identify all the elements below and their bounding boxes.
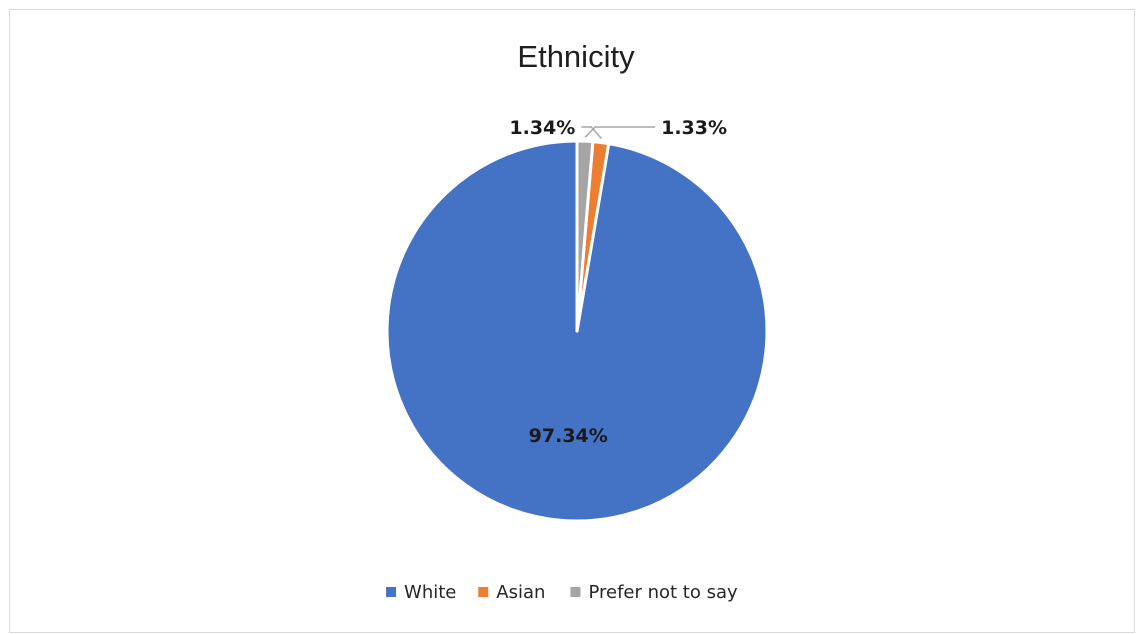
data-labels: 97.34% 1.34% 1.33% <box>509 117 727 447</box>
legend-item-white: White <box>386 582 456 603</box>
legend-swatch-prefer-not-to-say <box>570 587 581 597</box>
legend-item-asian: Asian <box>478 582 545 603</box>
legend-swatch-white <box>386 587 397 597</box>
data-label-prefer-not-to-say: 1.33% <box>661 117 727 139</box>
leader-lines <box>581 126 656 140</box>
pie-chart: Ethnicity 97.34% 1.34% 1.33% White Asian Pre… <box>385 39 769 603</box>
legend-label-prefer-not-to-say: Prefer not to say <box>588 582 738 603</box>
legend-label-asian: Asian <box>496 582 545 603</box>
data-label-white: 97.34% <box>529 425 608 447</box>
legend: White Asian Prefer not to say <box>386 582 738 603</box>
pie-slices <box>385 139 769 523</box>
chart-title: Ethnicity <box>517 39 635 74</box>
pie-slice-prefer-not-to-say <box>575 139 595 333</box>
chart-area: Ethnicity 97.34% 1.34% 1.33% White Asian Pre… <box>9 9 1135 633</box>
legend-item-prefer-not-to-say: Prefer not to say <box>570 582 738 603</box>
leader-line-prefer-not-to-say <box>584 126 656 138</box>
legend-label-white: White <box>404 582 456 603</box>
data-label-asian: 1.34% <box>509 117 575 139</box>
legend-swatch-asian <box>478 587 489 597</box>
leader-line-asian <box>581 126 602 140</box>
